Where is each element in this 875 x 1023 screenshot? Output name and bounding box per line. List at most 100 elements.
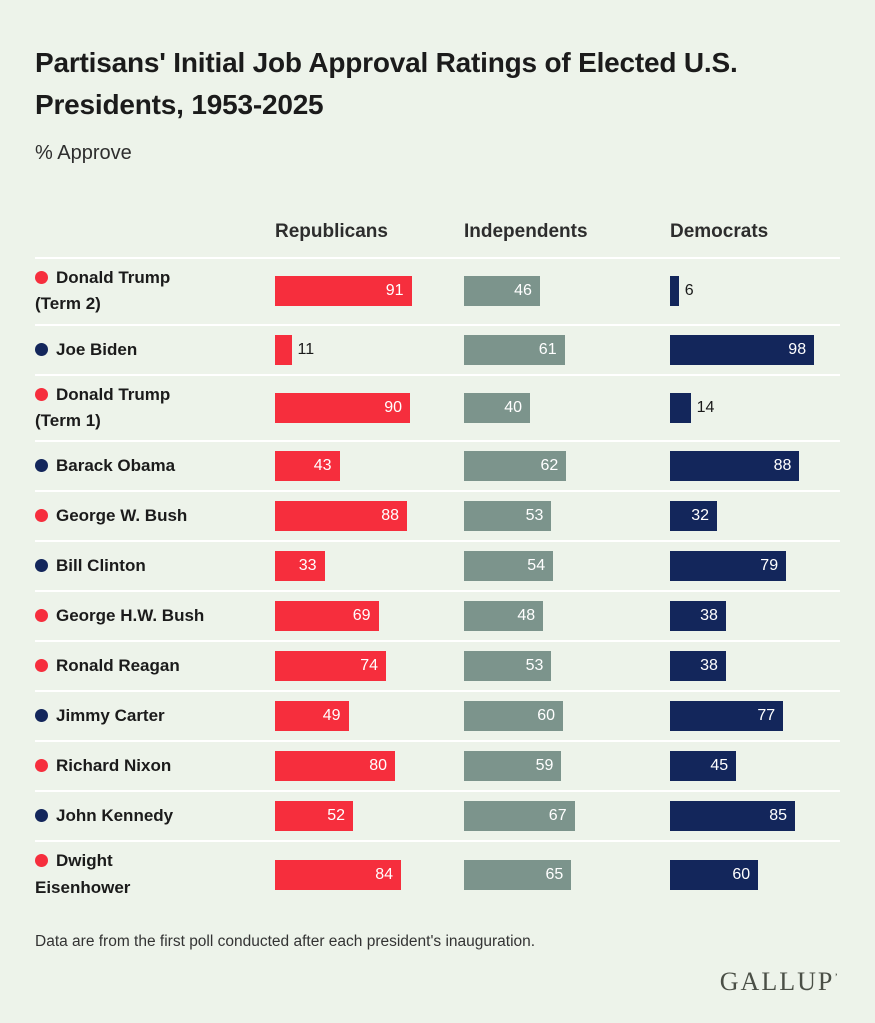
- approval-value: 91: [385, 282, 404, 300]
- bar-cell-independents: 53: [464, 651, 670, 682]
- approval-value: 88: [381, 507, 399, 525]
- bar-cell-independents: 67: [464, 801, 670, 832]
- president-name: Donald Trump (Term 1): [35, 382, 275, 435]
- bar-cell-independents: 48: [464, 601, 670, 632]
- bar-cell-independents: 62: [464, 451, 670, 482]
- approval-bar: 45: [670, 751, 737, 782]
- bar-cell-republicans: 69: [275, 601, 464, 632]
- president-name-line: Bill Clinton: [35, 553, 263, 579]
- president-name-line: Barack Obama: [35, 453, 263, 479]
- president-name: Donald Trump (Term 2): [35, 265, 275, 318]
- approval-value: 79: [760, 557, 779, 575]
- approval-value: 62: [540, 457, 559, 475]
- approval-bar: 79: [670, 551, 787, 582]
- president-row: Barack Obama 43 62 88: [35, 440, 840, 490]
- approval-value: 14: [696, 399, 715, 417]
- president-name-line: George W. Bush: [35, 503, 263, 529]
- approval-value: 53: [525, 507, 544, 525]
- bar-cell-republicans: 84: [275, 859, 464, 890]
- approval-bar: 38: [670, 651, 726, 682]
- bar-cell-democrats: 14: [670, 393, 840, 424]
- bar-cell-independents: 65: [464, 859, 670, 890]
- president-row: Dwight Eisenhower 84 65 60: [35, 840, 840, 907]
- bar-cell-independents: 40: [464, 393, 670, 424]
- president-name-line: Donald Trump: [35, 265, 263, 291]
- approval-value: 43: [313, 457, 332, 475]
- chart-subtitle: % Approve: [35, 142, 132, 164]
- president-name: Richard Nixon: [35, 753, 275, 779]
- approval-bar: 33: [275, 551, 325, 582]
- president-name: Joe Biden: [35, 337, 275, 363]
- approval-bar: [670, 276, 679, 307]
- president-row: Ronald Reagan 74 53 38: [35, 640, 840, 690]
- approval-bar: 59: [464, 751, 562, 782]
- republican-party-dot-icon: [35, 271, 48, 284]
- approval-bar: 40: [464, 393, 530, 424]
- approval-bar: 43: [275, 451, 340, 482]
- bar-cell-republicans: 49: [275, 701, 464, 732]
- president-name: Barack Obama: [35, 453, 275, 479]
- democrat-party-dot-icon: [35, 559, 48, 573]
- republican-party-dot-icon: [35, 609, 48, 623]
- column-header-row: Republicans Independents Democrats: [35, 221, 840, 257]
- approval-bar: 65: [464, 859, 572, 890]
- bar-cell-democrats: 45: [670, 751, 840, 782]
- president-name-line: John Kennedy: [35, 803, 263, 829]
- bar-cell-democrats: 32: [670, 501, 840, 532]
- approval-table: Republicans Independents Democrats Donal…: [35, 221, 840, 907]
- president-row: John Kennedy 52 67 85: [35, 790, 840, 840]
- approval-value: 80: [369, 757, 387, 775]
- president-name-line: Richard Nixon: [35, 753, 263, 779]
- president-row: George W. Bush 88 53 32: [35, 490, 840, 540]
- bar-cell-democrats: 85: [670, 801, 840, 832]
- approval-bar: 77: [670, 701, 784, 732]
- approval-value: 67: [548, 807, 567, 825]
- bar-cell-republicans: 74: [275, 651, 464, 682]
- republican-party-dot-icon: [35, 659, 48, 673]
- approval-value: 98: [788, 340, 807, 358]
- bar-cell-democrats: 38: [670, 651, 840, 682]
- approval-bar: [275, 334, 292, 365]
- approval-bar: 84: [275, 859, 401, 890]
- approval-bar: 88: [275, 501, 407, 532]
- approval-bar: 67: [464, 801, 575, 832]
- approval-bar: 74: [275, 651, 386, 682]
- bar-cell-democrats: 98: [670, 334, 840, 365]
- bar-cell-independents: 46: [464, 276, 670, 307]
- column-header-independents: Independents: [464, 221, 588, 242]
- brand-row: GALLUP’: [35, 967, 840, 997]
- approval-value: 48: [517, 607, 536, 625]
- bar-cell-democrats: 88: [670, 451, 840, 482]
- democrat-party-dot-icon: [35, 809, 48, 823]
- democrat-party-dot-icon: [35, 342, 48, 356]
- approval-bar: 91: [275, 276, 412, 307]
- president-name-line: Jimmy Carter: [35, 703, 263, 729]
- president-name: George H.W. Bush: [35, 603, 275, 629]
- approval-value: 60: [537, 707, 555, 725]
- approval-value: 45: [710, 757, 729, 775]
- approval-bar: 53: [464, 651, 552, 682]
- approval-value: 54: [527, 557, 546, 575]
- president-row: George H.W. Bush 69 48 38: [35, 590, 840, 640]
- bar-cell-republicans: 52: [275, 801, 464, 832]
- president-name-line: George H.W. Bush: [35, 603, 263, 629]
- bar-cell-republicans: 33: [275, 551, 464, 582]
- approval-value: 33: [298, 557, 317, 575]
- approval-bar: 80: [275, 751, 395, 782]
- approval-value: 40: [504, 399, 522, 417]
- approval-value: 88: [773, 457, 792, 475]
- approval-bar: 90: [275, 393, 410, 424]
- president-name-line: (Term 2): [35, 294, 101, 314]
- gallup-trademark-mark: ’: [834, 971, 838, 984]
- bar-cell-democrats: 79: [670, 551, 840, 582]
- president-name-line: Dwight: [35, 848, 263, 874]
- approval-value: 38: [700, 657, 718, 675]
- bar-cell-independents: 53: [464, 501, 670, 532]
- approval-bar: 60: [464, 701, 563, 732]
- democrat-party-dot-icon: [35, 709, 48, 723]
- approval-value: 38: [700, 607, 718, 625]
- approval-value: 46: [514, 282, 532, 300]
- approval-bar: 52: [275, 801, 353, 832]
- approval-value: 65: [545, 865, 564, 883]
